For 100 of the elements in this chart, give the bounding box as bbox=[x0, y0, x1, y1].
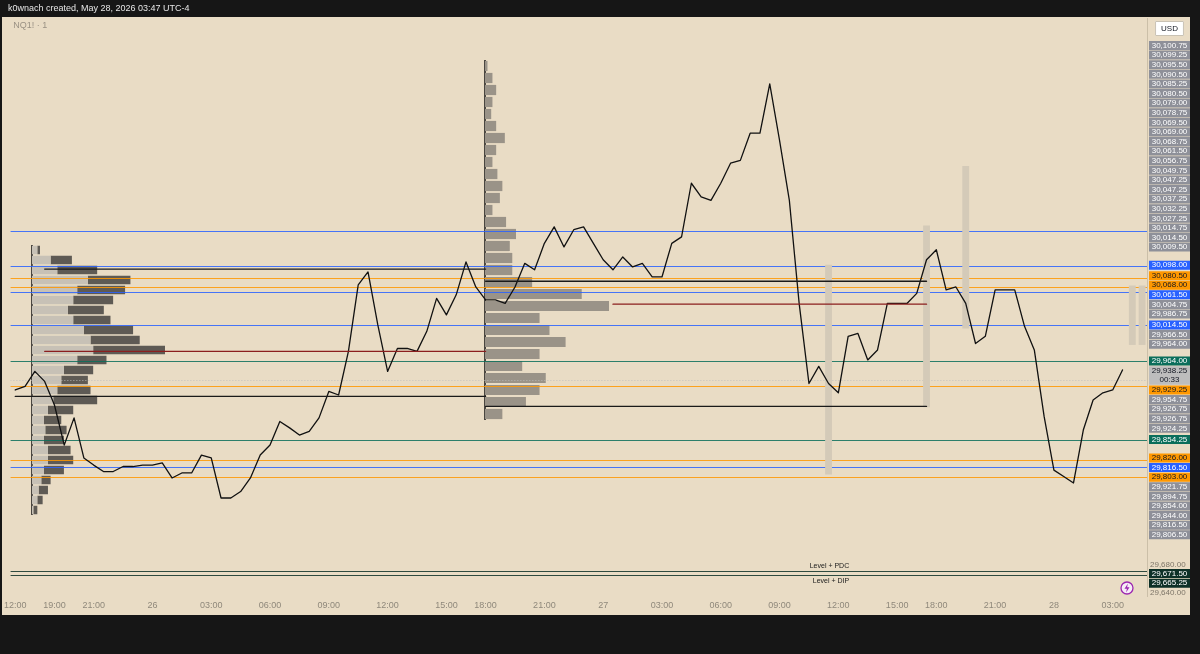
bar bbox=[485, 372, 546, 384]
text: 29,926.75 bbox=[1151, 404, 1188, 414]
bar bbox=[485, 252, 513, 264]
ref-line-label: 30,014.50 bbox=[1151, 320, 1188, 330]
bar bbox=[32, 415, 44, 425]
ref-line-label: 29,816.50 bbox=[1151, 462, 1188, 472]
bar bbox=[83, 325, 134, 335]
x-tick-label: 21:00 bbox=[533, 599, 556, 610]
x-tick-label: 12:00 bbox=[827, 599, 850, 610]
text: 29,924.25 bbox=[1151, 423, 1188, 433]
x-tick-label: 26 bbox=[147, 599, 158, 610]
bar bbox=[485, 348, 540, 360]
bar bbox=[61, 375, 88, 385]
bar bbox=[485, 408, 503, 420]
bar bbox=[32, 405, 48, 415]
chart-title: NQ1! · 1 bbox=[13, 20, 48, 31]
x-tick-label: 03:00 bbox=[199, 599, 223, 610]
text: 30,069.00 bbox=[1151, 127, 1188, 137]
bar bbox=[32, 315, 74, 325]
bar bbox=[485, 72, 493, 84]
bar bbox=[32, 425, 46, 435]
text: 30,037.25 bbox=[1151, 194, 1188, 204]
ref-line-label: 30,068.00 bbox=[1151, 280, 1188, 290]
bar bbox=[923, 225, 930, 408]
text: 30,049.75 bbox=[1151, 165, 1188, 175]
bar bbox=[485, 168, 498, 180]
bar bbox=[485, 192, 500, 204]
x-tick-label: 28 bbox=[1048, 599, 1059, 610]
text: 30,078.75 bbox=[1151, 107, 1188, 117]
x-tick-label: 21:00 bbox=[82, 599, 105, 610]
text: 30,004.75 bbox=[1151, 299, 1188, 309]
ref-line-label: 29,964.00 bbox=[1151, 356, 1188, 366]
bar bbox=[32, 445, 48, 455]
bar bbox=[485, 336, 566, 348]
ref-line-label: 30,098.00 bbox=[1151, 260, 1188, 270]
ref-line-label: 29,665.25 bbox=[1151, 578, 1188, 588]
text: 30,061.50 bbox=[1151, 146, 1188, 156]
ref-line-label: 29,671.50 bbox=[1151, 568, 1188, 578]
chart-subtitle: k0wnach created, May 28, 2026 03:47 UTC-4 bbox=[8, 3, 190, 14]
x-tick-label: 12:00 bbox=[4, 599, 27, 610]
text: 29,926.75 bbox=[1151, 413, 1188, 423]
bar bbox=[32, 335, 91, 345]
text: 29,954.75 bbox=[1151, 394, 1188, 404]
text: 29,966.50 bbox=[1151, 329, 1188, 339]
text: 30,100.75 bbox=[1151, 40, 1188, 50]
text: 29,806.50 bbox=[1151, 529, 1188, 539]
bar bbox=[32, 325, 84, 335]
text: 30,014.50 bbox=[1151, 232, 1188, 242]
text: 29,844.00 bbox=[1151, 510, 1188, 520]
text: 30,014.75 bbox=[1151, 223, 1188, 233]
ref-line-label: 29,929.25 bbox=[1151, 385, 1188, 395]
bar bbox=[1138, 285, 1146, 345]
text: 30,095.50 bbox=[1151, 59, 1188, 69]
bar bbox=[485, 156, 493, 168]
text: 29,894.75 bbox=[1151, 491, 1188, 501]
text: 30,090.50 bbox=[1151, 69, 1188, 79]
bar bbox=[50, 255, 72, 265]
bar bbox=[32, 255, 51, 265]
text: 30,068.75 bbox=[1151, 136, 1188, 146]
bar bbox=[32, 365, 64, 375]
x-tick-label: 09:00 bbox=[768, 599, 791, 610]
text: 30,080.50 bbox=[1151, 88, 1188, 98]
bar bbox=[47, 445, 71, 455]
x-tick-label: 18:00 bbox=[474, 599, 497, 610]
bar bbox=[32, 485, 39, 495]
x-tick-label: 18:00 bbox=[925, 599, 948, 610]
x-tick-label: 09:00 bbox=[317, 599, 341, 610]
x-tick-label: 03:00 bbox=[650, 599, 674, 610]
text: 29,816.50 bbox=[1151, 520, 1188, 530]
bar bbox=[38, 485, 48, 495]
bar bbox=[485, 216, 507, 228]
x-tick-label: 15:00 bbox=[435, 599, 458, 610]
x-tick-label: 19:00 bbox=[43, 599, 66, 610]
bar bbox=[37, 245, 40, 255]
bar bbox=[485, 240, 510, 252]
y-axis-title: USD bbox=[1161, 23, 1179, 33]
ref-line-label: 30,061.50 bbox=[1151, 290, 1188, 300]
x-tick-label: 12:00 bbox=[376, 599, 399, 610]
bar bbox=[485, 180, 503, 192]
text: 30,069.50 bbox=[1151, 117, 1188, 127]
text: 29,964.00 bbox=[1151, 339, 1188, 349]
bar bbox=[485, 132, 505, 144]
x-tick-label: 06:00 bbox=[258, 599, 282, 610]
x-tick-label: 21:00 bbox=[983, 599, 1007, 610]
bar bbox=[32, 295, 74, 305]
text: 29,986.75 bbox=[1151, 309, 1188, 319]
bar bbox=[73, 315, 111, 325]
bar bbox=[73, 295, 114, 305]
bar bbox=[33, 505, 38, 515]
bar bbox=[485, 300, 609, 312]
ref-line-label: 29,938.25 00:33 bbox=[1151, 366, 1188, 385]
bar bbox=[485, 144, 497, 156]
y-tick-label: 29,680.00 bbox=[1150, 559, 1187, 569]
text: 29,921.75 bbox=[1151, 481, 1188, 491]
text: 30,099.25 bbox=[1151, 50, 1188, 60]
text: 30,009.50 bbox=[1151, 242, 1188, 252]
bar bbox=[37, 495, 43, 505]
bar bbox=[485, 84, 497, 96]
bar bbox=[1128, 285, 1136, 345]
y-tick-label: 29,640.00 bbox=[1150, 588, 1187, 598]
